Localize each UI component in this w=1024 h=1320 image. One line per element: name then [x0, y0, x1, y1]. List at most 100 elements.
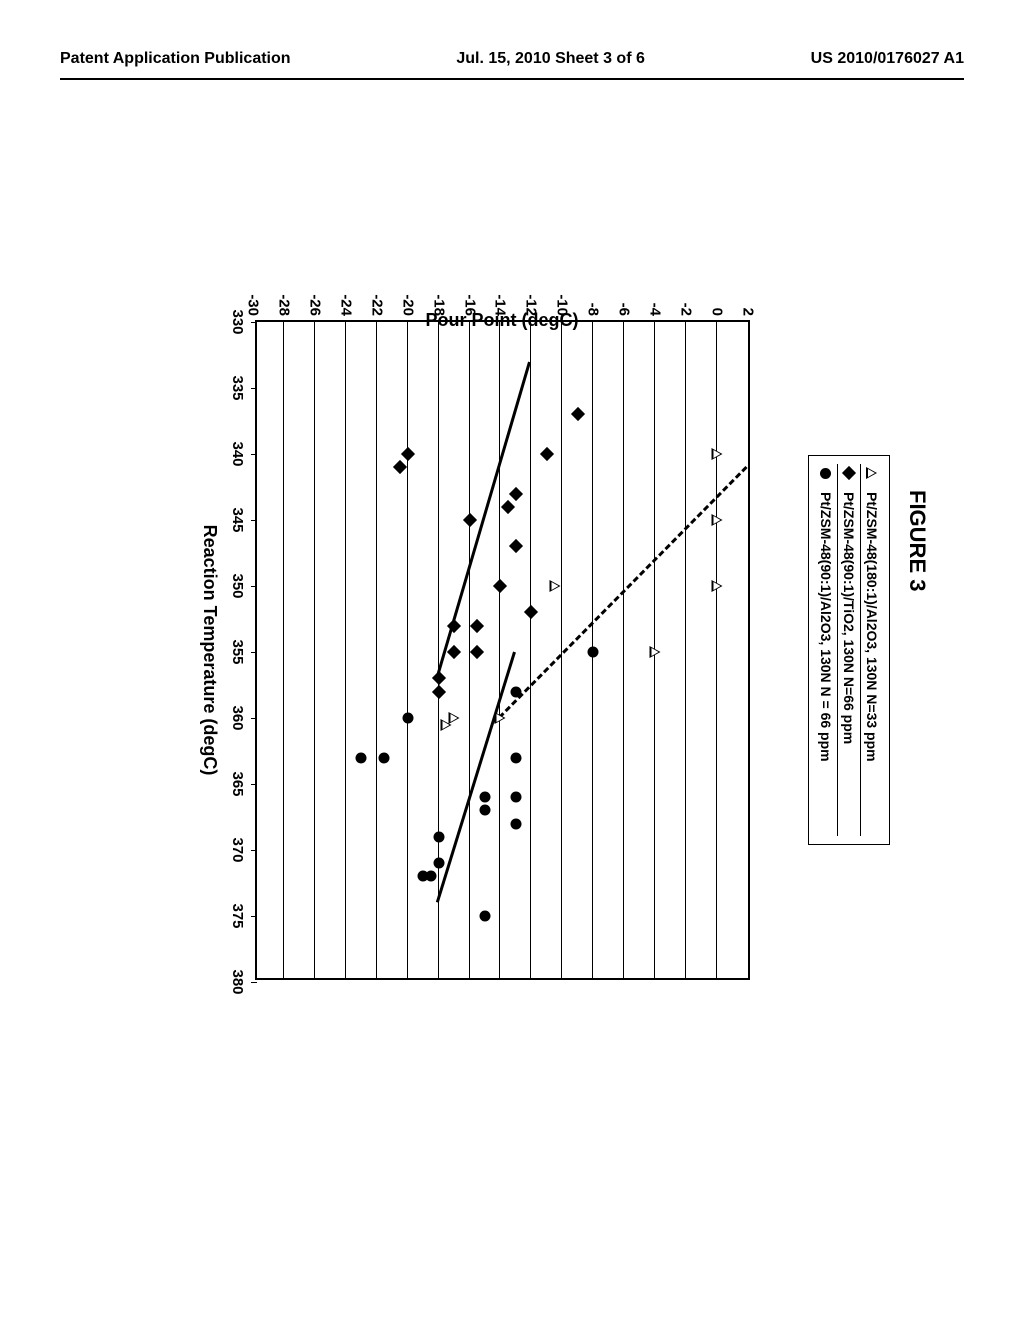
legend-item: Pt/ZSM-48(90:1)/Al2O3, 130N N = 66 ppm: [815, 464, 837, 836]
x-tick: [251, 322, 257, 323]
data-point: [395, 462, 405, 472]
gridline-horizontal: [438, 322, 439, 978]
trend-line: [436, 652, 516, 904]
data-point: [434, 687, 444, 697]
data-point: [402, 713, 413, 724]
data-point: [511, 541, 521, 551]
gridline-horizontal: [376, 322, 377, 978]
y-tick-label: 2: [740, 282, 757, 316]
x-tick-label: 370: [229, 837, 246, 862]
data-point: [542, 449, 552, 459]
y-tick-label: -22: [368, 282, 385, 316]
y-tick-label: 0: [709, 282, 726, 316]
data-point: [510, 752, 521, 763]
legend-label: Pt/ZSM-48(90:1)/Al2O3, 130N N = 66 ppm: [818, 492, 834, 762]
trend-line: [436, 361, 532, 679]
gridline-horizontal: [716, 322, 717, 978]
y-tick-label: -26: [306, 282, 323, 316]
gridline-horizontal: [469, 322, 470, 978]
y-tick-label: -16: [461, 282, 478, 316]
x-tick-label: 360: [229, 705, 246, 730]
y-tick-label: -20: [399, 282, 416, 316]
legend-label: Pt/ZSM-48(90:1)/TiO2, 130N N=66 ppm: [841, 492, 857, 744]
data-point: [573, 409, 583, 419]
x-tick: [251, 520, 257, 521]
y-tick-label: -30: [245, 282, 262, 316]
y-tick-label: -18: [430, 282, 447, 316]
y-tick-label: -24: [337, 282, 354, 316]
data-point: [503, 502, 513, 512]
data-point: [496, 581, 506, 591]
header-center: Jul. 15, 2010 Sheet 3 of 6: [456, 50, 645, 68]
header-left: Patent Application Publication: [60, 50, 291, 68]
plot-area: Reaction Temperature (degC) Pour Point (…: [255, 320, 750, 980]
x-tick-label: 355: [229, 639, 246, 664]
figure-title: FIGURE 3: [904, 490, 930, 591]
data-point: [526, 607, 536, 617]
data-point: [465, 515, 475, 525]
x-axis-title: Reaction Temperature (degC): [199, 525, 220, 776]
y-tick-label: -8: [585, 282, 602, 316]
data-point: [712, 448, 723, 460]
data-point: [472, 621, 482, 631]
data-point: [712, 580, 723, 592]
data-point: [480, 792, 491, 803]
data-point: [495, 712, 506, 724]
diamond-icon: [840, 464, 858, 482]
y-tick-label: -10: [554, 282, 571, 316]
x-tick: [251, 982, 257, 983]
x-tick: [251, 718, 257, 719]
data-point: [511, 489, 521, 499]
gridline-horizontal: [314, 322, 315, 978]
gridline-horizontal: [407, 322, 408, 978]
x-tick: [251, 388, 257, 389]
data-point: [510, 686, 521, 697]
data-point: [441, 719, 452, 731]
legend-item: Pt/ZSM-48(180:1)/Al2O3, 130N N=33 ppm: [860, 464, 883, 836]
x-tick-label: 335: [229, 375, 246, 400]
gridline-horizontal: [685, 322, 686, 978]
chart-legend: Pt/ZSM-48(180:1)/Al2O3, 130N N=33 ppmPt/…: [808, 455, 890, 845]
data-point: [449, 647, 459, 657]
gridline-horizontal: [623, 322, 624, 978]
gridline-horizontal: [500, 322, 501, 978]
data-point: [449, 621, 459, 631]
y-tick-label: -4: [647, 282, 664, 316]
x-tick-label: 340: [229, 441, 246, 466]
gridline-horizontal: [345, 322, 346, 978]
x-tick: [251, 586, 257, 587]
data-point: [433, 831, 444, 842]
data-point: [510, 792, 521, 803]
data-point: [480, 911, 491, 922]
data-point: [356, 752, 367, 763]
data-point: [433, 858, 444, 869]
x-tick: [251, 784, 257, 785]
gridline-horizontal: [283, 322, 284, 978]
x-tick-label: 345: [229, 507, 246, 532]
data-point: [712, 514, 723, 526]
data-point: [588, 647, 599, 658]
data-point: [510, 818, 521, 829]
figure-container: FIGURE 3 Pt/ZSM-48(180:1)/Al2O3, 130N N=…: [100, 240, 920, 1040]
y-tick-label: -14: [492, 282, 509, 316]
page-header: Patent Application Publication Jul. 15, …: [0, 50, 1024, 68]
x-tick-label: 365: [229, 771, 246, 796]
x-tick: [251, 916, 257, 917]
rotated-figure: FIGURE 3 Pt/ZSM-48(180:1)/Al2O3, 130N N=…: [100, 240, 920, 1040]
x-tick: [251, 850, 257, 851]
triangle-open-icon: [863, 464, 881, 482]
x-tick-label: 380: [229, 969, 246, 994]
data-point: [434, 673, 444, 683]
x-tick-label: 330: [229, 309, 246, 334]
legend-item: Pt/ZSM-48(90:1)/TiO2, 130N N=66 ppm: [837, 464, 860, 836]
y-tick-label: -28: [275, 282, 292, 316]
header-right: US 2010/0176027 A1: [811, 50, 964, 68]
x-tick: [251, 652, 257, 653]
y-tick-label: -12: [523, 282, 540, 316]
data-point: [480, 805, 491, 816]
data-point: [403, 449, 413, 459]
data-point: [379, 752, 390, 763]
gridline-horizontal: [530, 322, 531, 978]
circle-icon: [817, 464, 835, 482]
data-point: [549, 580, 560, 592]
